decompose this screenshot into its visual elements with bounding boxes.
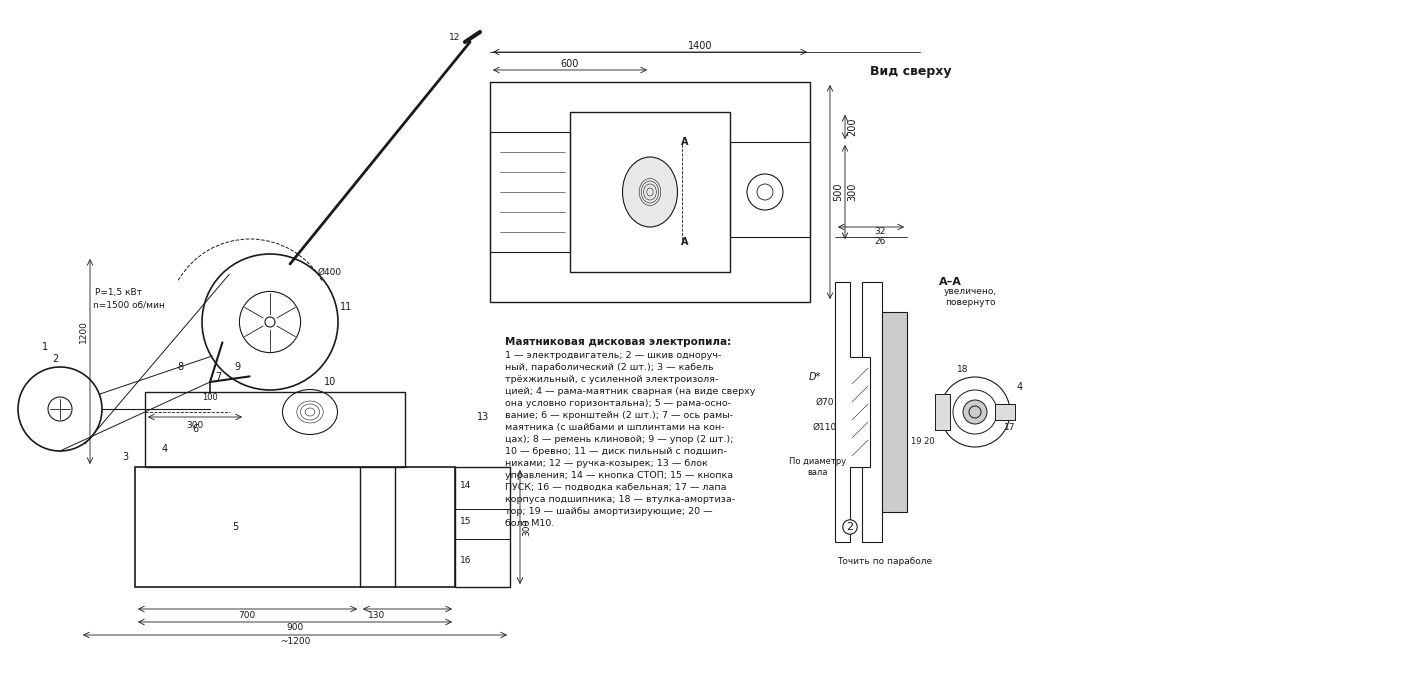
Bar (489, 132, 569, 252)
Text: 2: 2 (51, 354, 59, 364)
Text: цах); 8 — ремень клиновой; 9 — упор (2 шт.);: цах); 8 — ремень клиновой; 9 — упор (2 ш… (505, 435, 733, 444)
Text: 600: 600 (561, 59, 579, 69)
Text: 200: 200 (848, 118, 858, 136)
Bar (569, 112, 731, 272)
Text: n=1500 об/мин: n=1500 об/мин (93, 301, 166, 310)
Text: 13: 13 (477, 412, 489, 422)
Text: болт M10.: болт M10. (505, 519, 554, 528)
Text: 26: 26 (875, 237, 886, 246)
Text: 900: 900 (287, 623, 304, 632)
Text: 10 — бревно; 11 — диск пильный с подшип-: 10 — бревно; 11 — диск пильный с подшип- (505, 447, 726, 456)
Text: ~1200: ~1200 (280, 636, 310, 645)
Text: 700: 700 (238, 610, 255, 619)
Text: Ø70: Ø70 (816, 398, 835, 406)
Text: корпуса подшипника; 18 — втулка-амортиза-: корпуса подшипника; 18 — втулка-амортиза… (505, 495, 735, 504)
Text: вание; 6 — кронштейн (2 шт.); 7 — ось рамы-: вание; 6 — кронштейн (2 шт.); 7 — ось ра… (505, 411, 733, 420)
Text: ный, параболический (2 шт.); 3 — кабель: ный, параболический (2 шт.); 3 — кабель (505, 363, 714, 372)
Bar (882, 312, 908, 512)
Text: A: A (681, 137, 689, 147)
Text: 14: 14 (459, 481, 471, 490)
Text: Маятниковая дисковая электропила:: Маятниковая дисковая электропила: (505, 337, 731, 347)
Text: Ø110: Ø110 (813, 423, 838, 432)
Bar (146, 392, 405, 467)
Text: 300: 300 (522, 518, 531, 535)
Text: 4: 4 (1017, 382, 1023, 392)
Ellipse shape (622, 157, 678, 227)
Text: ПУСК; 16 — подводка кабельная; 17 — лапа: ПУСК; 16 — подводка кабельная; 17 — лапа (505, 483, 726, 492)
Bar (489, 82, 811, 302)
Text: 300: 300 (187, 421, 204, 430)
Text: 6: 6 (193, 424, 198, 434)
Text: цией; 4 — рама-маятник сварная (на виде сверху: цией; 4 — рама-маятник сварная (на виде … (505, 387, 755, 396)
Text: 15: 15 (459, 516, 471, 526)
Text: P=1,5 кВт: P=1,5 кВт (96, 288, 143, 297)
Text: 3: 3 (121, 452, 128, 462)
Text: 7: 7 (215, 372, 221, 382)
Text: 11: 11 (340, 302, 352, 312)
Text: увеличено,
повернуто: увеличено, повернуто (943, 287, 996, 307)
Text: 19 20: 19 20 (912, 437, 935, 447)
Text: никами; 12 — ручка-козырек; 13 — блок: никами; 12 — ручка-козырек; 13 — блок (505, 459, 708, 468)
Circle shape (963, 400, 987, 424)
Text: она условно горизонтальна); 5 — рама-осно-: она условно горизонтальна); 5 — рама-осн… (505, 399, 731, 408)
Text: 2: 2 (846, 522, 853, 532)
Bar (935, 394, 950, 430)
Text: D*: D* (809, 372, 821, 382)
Text: Вид сверху: Вид сверху (870, 65, 952, 78)
Bar (455, 467, 509, 587)
Text: 300: 300 (848, 183, 858, 201)
Text: тор; 19 — шайбы амортизирующие; 20 —: тор; 19 — шайбы амортизирующие; 20 — (505, 507, 712, 516)
Text: Точить по параболе: Точить по параболе (838, 557, 933, 567)
Text: трёхжильный, с усиленной электроизоля-: трёхжильный, с усиленной электроизоля- (505, 375, 718, 384)
Text: 1 — электродвигатель; 2 — шкив одноруч-: 1 — электродвигатель; 2 — шкив одноруч- (505, 351, 722, 360)
Text: 32: 32 (875, 228, 886, 237)
Text: 4: 4 (161, 444, 168, 454)
Text: По диаметру
вала: По диаметру вала (789, 458, 846, 477)
Bar (862, 282, 882, 542)
Bar (136, 467, 455, 587)
Text: 12: 12 (450, 33, 461, 42)
Text: 130: 130 (368, 610, 385, 619)
Polygon shape (835, 282, 870, 542)
Text: 1: 1 (41, 342, 49, 352)
Text: 16: 16 (459, 556, 471, 565)
Text: 8: 8 (177, 362, 183, 372)
Text: 1200: 1200 (78, 321, 87, 344)
Text: 17: 17 (1005, 423, 1016, 432)
Text: 10: 10 (324, 377, 337, 387)
Text: Ø400: Ø400 (318, 267, 342, 276)
Bar (731, 142, 811, 237)
Text: 18: 18 (958, 366, 969, 374)
Bar (995, 404, 1015, 420)
Text: 5: 5 (231, 522, 238, 532)
Text: 100: 100 (203, 393, 218, 402)
Text: 500: 500 (833, 183, 843, 201)
Text: A: A (681, 237, 689, 247)
Text: A–A: A–A (939, 277, 962, 287)
Text: 1400: 1400 (688, 41, 712, 51)
Text: 9: 9 (234, 362, 240, 372)
Text: маятника (с шайбами и шплинтами на кон-: маятника (с шайбами и шплинтами на кон- (505, 423, 725, 432)
Text: управления; 14 — кнопка СТОП; 15 — кнопка: управления; 14 — кнопка СТОП; 15 — кнопк… (505, 471, 733, 480)
